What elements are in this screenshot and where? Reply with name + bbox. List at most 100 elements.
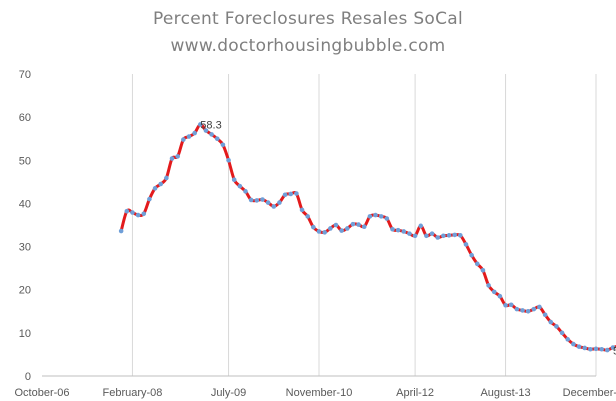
- data-point: [277, 200, 282, 205]
- data-point: [446, 233, 452, 238]
- data-point: [299, 207, 305, 213]
- data-point: [356, 222, 361, 227]
- data-point: [452, 232, 457, 238]
- data-point: [384, 216, 390, 221]
- data-point: [135, 212, 141, 218]
- data-point: [435, 235, 441, 240]
- data-point: [412, 233, 418, 239]
- data-point: [429, 231, 435, 236]
- data-point: [265, 200, 271, 205]
- x-tick-label: July-09: [211, 387, 246, 399]
- x-tick-label: April-12: [396, 387, 434, 399]
- data-point: [418, 223, 424, 229]
- data-point: [158, 181, 164, 187]
- data-point: [537, 304, 542, 310]
- data-point: [593, 346, 599, 352]
- series-line: [119, 122, 616, 352]
- data-point: [486, 283, 491, 288]
- data-point: [344, 226, 350, 231]
- chart-title: Percent Foreclosures Resales SoCal: [153, 9, 463, 29]
- data-point: [316, 229, 322, 234]
- data-point: [147, 196, 152, 202]
- data-point: [582, 345, 587, 351]
- data-point: [474, 261, 480, 267]
- data-point: [548, 319, 554, 325]
- data-point: [458, 233, 463, 238]
- data-point: [469, 252, 474, 258]
- data-point: [361, 224, 367, 230]
- data-point: [367, 214, 373, 219]
- y-tick-label: 30: [19, 242, 31, 254]
- data-point: [333, 222, 339, 228]
- x-tick-label: October-06: [14, 387, 69, 399]
- data-point: [610, 345, 616, 350]
- data-point: [514, 306, 520, 312]
- data-point: [169, 156, 175, 161]
- data-point: [503, 302, 508, 308]
- data-point: [237, 183, 243, 189]
- data-point: [407, 231, 412, 236]
- data-point: [554, 324, 559, 329]
- data-point: [220, 142, 226, 148]
- data-point: [248, 197, 254, 203]
- data-point: [441, 233, 446, 239]
- x-tick-label: December-14: [563, 387, 616, 399]
- data-point: [288, 191, 294, 197]
- data-point: [525, 308, 531, 314]
- data-point: [186, 134, 192, 139]
- y-tick-label: 20: [19, 285, 31, 297]
- data-point: [203, 128, 209, 133]
- data-point: [311, 224, 316, 230]
- y-tick-label: 0: [25, 371, 31, 383]
- data-point: [339, 228, 344, 233]
- data-point: [480, 268, 486, 273]
- data-point: [181, 137, 186, 142]
- data-point: [226, 157, 231, 163]
- data-point: [520, 308, 525, 313]
- data-point: [605, 347, 610, 353]
- data-point: [118, 228, 124, 234]
- data-point: [588, 346, 593, 352]
- data-point: [192, 130, 197, 136]
- data-point: [378, 214, 384, 219]
- y-tick-label: 50: [19, 155, 31, 167]
- series-markers: [118, 122, 616, 353]
- data-point: [350, 221, 356, 227]
- x-tick-label: August-13: [480, 387, 530, 399]
- gridlines: [131, 74, 597, 376]
- data-point: [576, 344, 582, 349]
- data-point: [175, 154, 180, 159]
- data-point: [141, 211, 147, 217]
- data-point: [124, 208, 130, 214]
- data-point: [463, 242, 469, 247]
- x-tick-label: February-08: [102, 387, 162, 399]
- data-point: [401, 229, 407, 234]
- data-point: [565, 337, 571, 342]
- data-point: [531, 306, 537, 312]
- x-tick-label: November-10: [286, 387, 353, 399]
- data-point: [305, 214, 310, 219]
- data-point: [424, 233, 429, 239]
- data-point: [209, 132, 214, 137]
- x-axis-ticks: October-06 February-08 July-09 November-10 A…: [14, 387, 616, 399]
- data-point: [130, 210, 135, 215]
- data-point: [497, 293, 503, 299]
- data-point: [328, 226, 333, 231]
- chart-subtitle: www.doctorhousingbubble.com: [170, 36, 445, 56]
- data-point: [508, 302, 514, 308]
- y-tick-label: 40: [19, 198, 31, 210]
- data-point: [571, 341, 576, 347]
- data-point: [390, 227, 395, 232]
- data-point: [322, 230, 327, 235]
- data-point: [395, 227, 401, 233]
- data-label: 5.9: [613, 346, 616, 358]
- data-point: [214, 136, 220, 142]
- y-tick-label: 70: [19, 69, 31, 81]
- data-point: [559, 330, 565, 336]
- data-labels: 58.3 5.9: [200, 119, 616, 357]
- data-point: [197, 122, 203, 127]
- data-label: 58.3: [200, 119, 221, 131]
- y-tick-label: 60: [19, 112, 31, 124]
- data-point: [254, 198, 260, 203]
